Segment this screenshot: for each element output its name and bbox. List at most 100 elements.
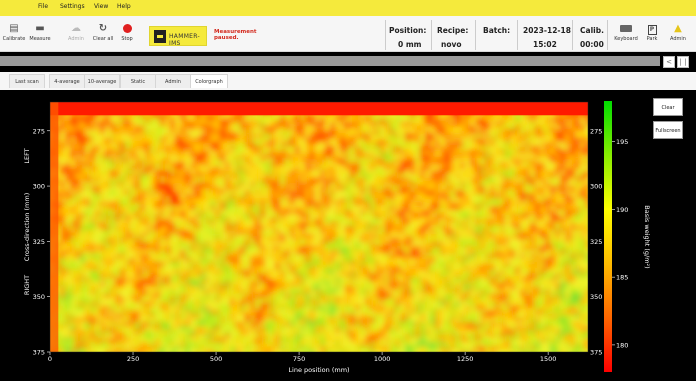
tab-10-average[interactable]: 10-average	[84, 74, 120, 88]
heatmap-cell	[210, 178, 216, 183]
heatmap-cell	[400, 206, 406, 211]
heatmap-cell	[145, 158, 151, 163]
menu-help[interactable]: Help	[117, 3, 131, 10]
clear-all-button[interactable]: ↻ Clear all	[89, 22, 117, 42]
heatmap-cell	[305, 234, 311, 239]
heatmap-cell	[195, 174, 201, 179]
prev-button[interactable]: <	[663, 56, 675, 68]
measure-button[interactable]: ▬ Measure	[26, 22, 54, 42]
heatmap-cell	[575, 230, 581, 235]
heatmap-cell	[190, 134, 196, 139]
stop-button[interactable]: Stop	[113, 22, 141, 42]
heatmap-cell	[140, 194, 146, 199]
heatmap-cell	[460, 218, 466, 223]
heatmap-cell	[485, 182, 491, 187]
heatmap-cell	[445, 166, 451, 171]
heatmap-cell	[70, 210, 76, 215]
heatmap-cell	[70, 282, 76, 287]
heatmap-cell	[255, 202, 261, 207]
heatmap-cell	[220, 266, 226, 271]
menu-settings[interactable]: Settings	[60, 3, 85, 10]
heatmap-cell	[260, 114, 266, 119]
heatmap-cell	[565, 222, 571, 227]
heatmap-cell	[305, 278, 311, 283]
heatmap-cell	[545, 202, 551, 207]
heatmap-cell	[65, 130, 71, 135]
keyboard-button[interactable]: Keyboard	[611, 22, 641, 42]
heatmap-cell	[430, 234, 436, 239]
heatmap-cell	[380, 114, 386, 119]
heatmap-cell	[455, 246, 461, 251]
heatmap-cell	[380, 118, 386, 123]
heatmap-cell	[240, 254, 246, 259]
heatmap-cell	[215, 122, 221, 127]
heatmap-cell	[305, 178, 311, 183]
heatmap-cell	[555, 278, 561, 283]
heatmap-cell	[310, 150, 316, 155]
park-button[interactable]: P Park	[638, 22, 666, 42]
admin-disabled-button[interactable]: ☁ Admin	[62, 22, 90, 42]
tab-last-scan[interactable]: Last scan	[9, 74, 45, 88]
heatmap-cell	[445, 142, 451, 147]
heatmap-cell	[385, 158, 391, 163]
heatmap-cell	[525, 246, 531, 251]
heatmap-cell	[555, 234, 561, 239]
heatmap-cell	[90, 210, 96, 215]
heatmap-cell	[280, 254, 286, 259]
heatmap-cell	[300, 170, 306, 175]
heatmap-cell	[175, 282, 181, 287]
heatmap-cell	[560, 238, 566, 243]
heatmap-cell	[175, 278, 181, 283]
heatmap-cell	[380, 134, 386, 139]
heatmap-cell	[415, 198, 421, 203]
toolbar	[0, 16, 696, 52]
heatmap-cell	[445, 178, 451, 183]
heatmap-cell	[350, 130, 356, 135]
heatmap-cell	[175, 174, 181, 179]
pause-button[interactable]: | |	[677, 56, 689, 68]
heatmap-cell	[585, 254, 588, 259]
heatmap-cell	[295, 114, 301, 119]
heatmap-cell	[265, 174, 271, 179]
heatmap-cell	[235, 230, 241, 235]
heatmap-cell	[510, 174, 516, 179]
heatmap-cell	[90, 162, 96, 167]
heatmap-cell	[530, 262, 536, 267]
heatmap-cell	[80, 146, 86, 151]
heatmap-cell	[180, 114, 186, 119]
heatmap-cell	[360, 258, 366, 263]
heatmap-cell	[120, 182, 126, 187]
heatmap-cell	[430, 242, 436, 247]
heatmap-cell	[270, 234, 276, 239]
heatmap-cell	[60, 278, 66, 283]
heatmap-cell	[530, 126, 536, 131]
heatmap-cell	[435, 138, 441, 143]
menu-file[interactable]: File	[38, 3, 49, 10]
heatmap-cell	[215, 218, 221, 223]
heatmap-cell	[450, 242, 456, 247]
heatmap-cell	[125, 142, 131, 147]
heatmap-cell	[450, 246, 456, 251]
heatmap-cell	[180, 262, 186, 267]
heatmap-cell	[430, 126, 436, 131]
heatmap-cell	[555, 270, 561, 275]
heatmap-cell	[65, 214, 71, 219]
heatmap-cell	[115, 222, 121, 227]
heatmap-cell	[235, 254, 241, 259]
admin-button[interactable]: ▲ Admin	[664, 22, 692, 42]
heatmap-cell	[250, 130, 256, 135]
heatmap-cell	[150, 122, 156, 127]
heatmap-cell	[500, 162, 506, 167]
heatmap-cell	[540, 206, 546, 211]
heatmap-cell	[350, 138, 356, 143]
heatmap-cell	[240, 234, 246, 239]
calibrate-button[interactable]: ▤ Calibrate	[0, 22, 28, 42]
menu-view[interactable]: View	[94, 3, 109, 10]
heatmap-cell	[85, 242, 91, 247]
heatmap-cell	[560, 242, 566, 247]
tab-colorgraph[interactable]: Colorgraph	[190, 74, 228, 88]
heatmap-cell	[505, 186, 511, 191]
heatmap-cell	[525, 222, 531, 227]
heatmap-cell	[475, 202, 481, 207]
heatmap-cell	[285, 142, 291, 147]
